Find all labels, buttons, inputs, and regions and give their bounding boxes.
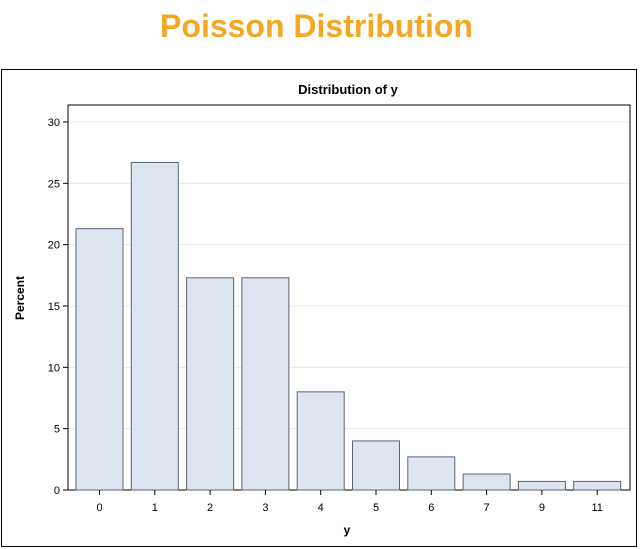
y-tick-label: 5 [54, 424, 60, 436]
bar-9 [517, 480, 566, 491]
bar-5 [352, 440, 400, 491]
bar-chart: Distribution of y 0 5 10 15 20 25 30 0 1 2 3 4 5 6 7 9… [13, 82, 631, 537]
x-tick-label: 2 [207, 502, 213, 514]
y-axis-title: Percent [13, 276, 27, 320]
x-tick-label: 7 [484, 502, 490, 514]
x-axis-title: y [344, 523, 351, 537]
bar-3 [241, 277, 290, 491]
x-tick-label: 5 [373, 502, 379, 514]
y-tick-label: 10 [48, 362, 60, 374]
y-tick-label: 25 [48, 178, 60, 190]
bar-0 [75, 228, 124, 491]
x-tick-label: 9 [539, 502, 545, 514]
x-tick-label: 1 [152, 502, 158, 514]
x-axis-ticks: 0 1 2 3 4 5 6 7 9 11 [96, 490, 603, 514]
page-title: Poisson Distribution [160, 8, 473, 44]
bar-7 [462, 473, 511, 491]
bar-2 [186, 277, 235, 491]
y-tick-label: 0 [54, 485, 60, 497]
x-tick-label: 4 [318, 502, 324, 514]
chart-panel: Distribution of y 0 5 10 15 20 25 30 0 1 2 3 4 5 6 7 9… [1, 69, 637, 547]
bar-1 [130, 161, 179, 491]
y-tick-label: 30 [48, 117, 60, 129]
bar-11 [573, 480, 622, 491]
x-tick-label: 11 [591, 502, 602, 514]
bar-4 [296, 391, 345, 491]
plot-area [67, 104, 631, 491]
y-tick-label: 20 [48, 240, 60, 252]
bars [75, 161, 622, 491]
chart-title: Distribution of y [298, 82, 398, 97]
bar-6 [407, 456, 456, 491]
x-tick-label: 0 [96, 502, 102, 514]
x-tick-label: 3 [262, 502, 268, 514]
y-axis-ticks: 0 5 10 15 20 25 30 [48, 117, 68, 497]
y-tick-label: 15 [48, 301, 60, 313]
x-tick-label: 6 [428, 502, 434, 514]
